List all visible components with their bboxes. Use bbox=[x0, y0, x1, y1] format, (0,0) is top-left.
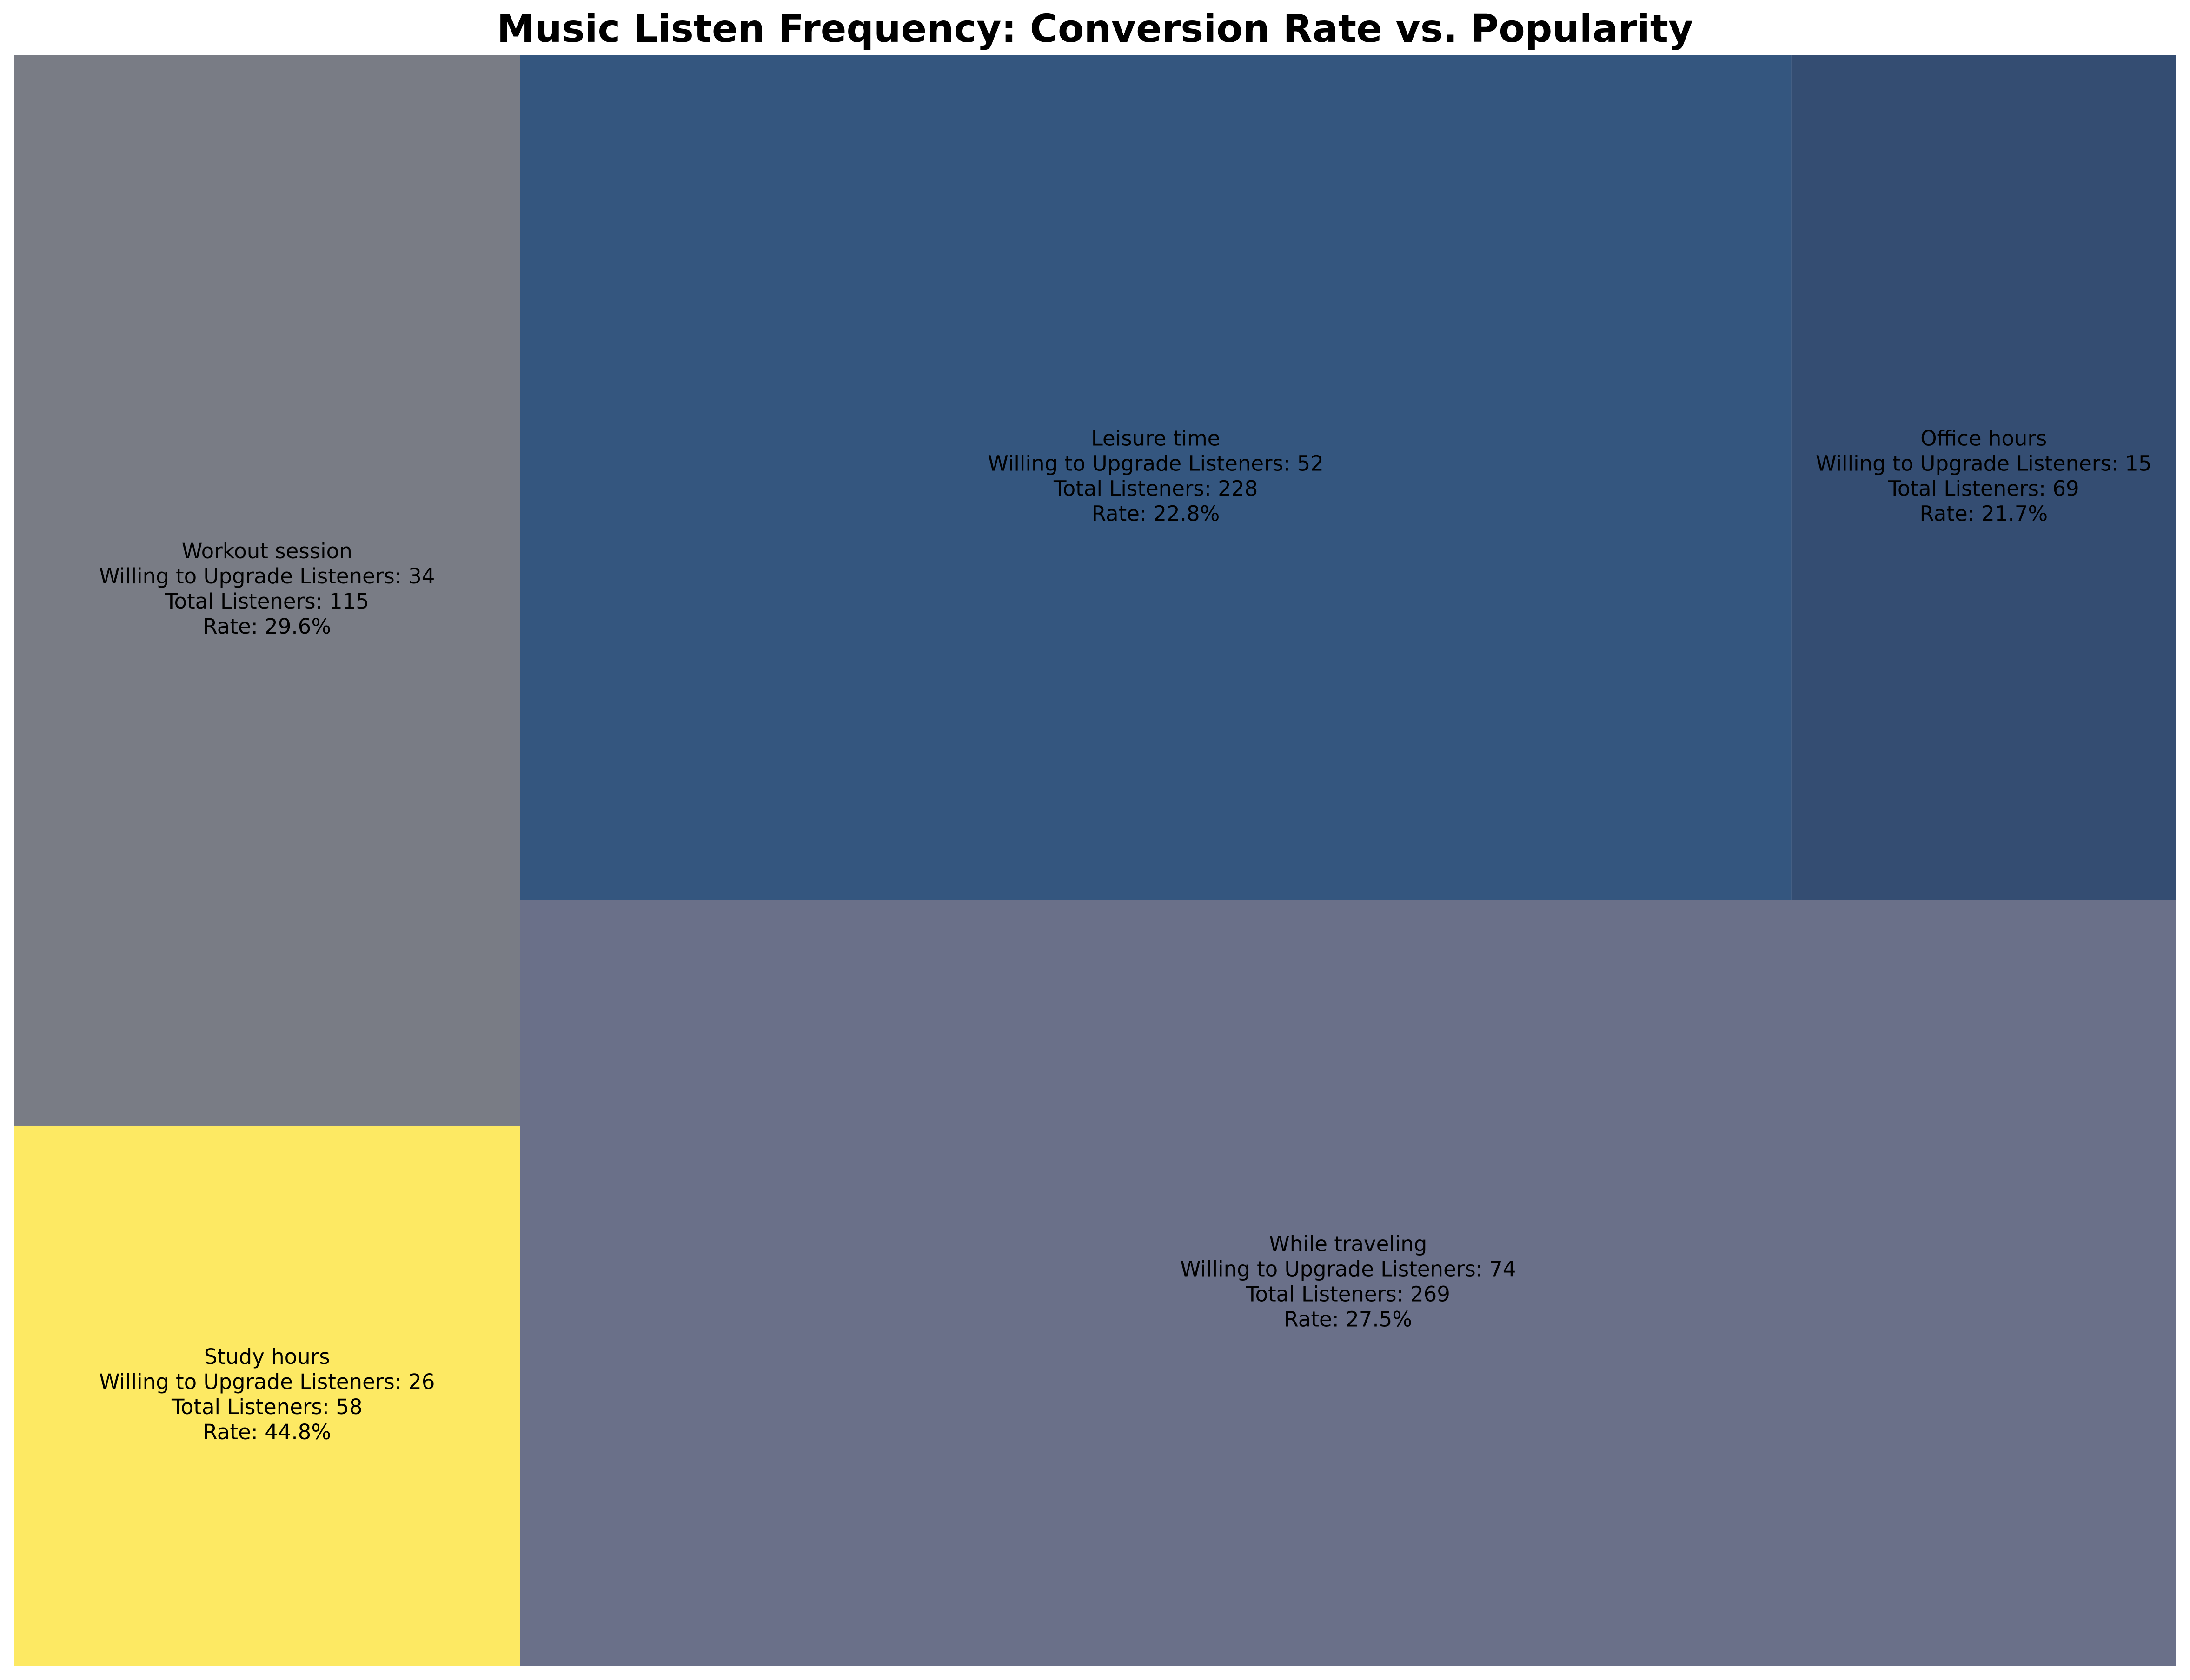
tile-willing-count: Willing to Upgrade Listeners: 74 bbox=[1180, 1257, 1516, 1281]
tile-willing-count: Willing to Upgrade Listeners: 26 bbox=[99, 1369, 435, 1394]
tile-name: While traveling bbox=[1269, 1231, 1427, 1256]
tile-rect-leisure-time bbox=[520, 55, 1792, 900]
tile-total-count: Total Listeners: 69 bbox=[1888, 476, 2079, 501]
tile-willing-count: Willing to Upgrade Listeners: 34 bbox=[99, 564, 435, 589]
tile-total-count: Total Listeners: 269 bbox=[1246, 1282, 1450, 1306]
tile-rect-study-hours bbox=[14, 1125, 520, 1666]
tile-rect-while-traveling bbox=[520, 900, 2176, 1666]
tile-rate: Rate: 21.7% bbox=[1919, 501, 2048, 526]
tile-willing-count: Willing to Upgrade Listeners: 15 bbox=[1816, 451, 2151, 476]
tile-rate: Rate: 29.6% bbox=[203, 614, 331, 639]
tile-rect-workout-session bbox=[14, 55, 520, 1126]
tile-rate: Rate: 22.8% bbox=[1092, 501, 1220, 526]
tile-willing-count: Willing to Upgrade Listeners: 52 bbox=[988, 451, 1323, 476]
tile-name: Workout session bbox=[182, 539, 352, 563]
tile-rate: Rate: 27.5% bbox=[1284, 1307, 1412, 1331]
chart-title: Music Listen Frequency: Conversion Rate … bbox=[497, 7, 1693, 51]
tile-rate: Rate: 44.8% bbox=[203, 1420, 331, 1444]
tile-total-count: Total Listeners: 58 bbox=[171, 1395, 363, 1419]
tile-rect-office-hours bbox=[1791, 55, 2176, 900]
tile-total-count: Total Listeners: 228 bbox=[1053, 476, 1258, 501]
tile-name: Office hours bbox=[1920, 426, 2047, 450]
tile-name: Study hours bbox=[204, 1344, 330, 1369]
tile-name: Leisure time bbox=[1091, 426, 1221, 450]
tile-total-count: Total Listeners: 115 bbox=[165, 589, 369, 614]
